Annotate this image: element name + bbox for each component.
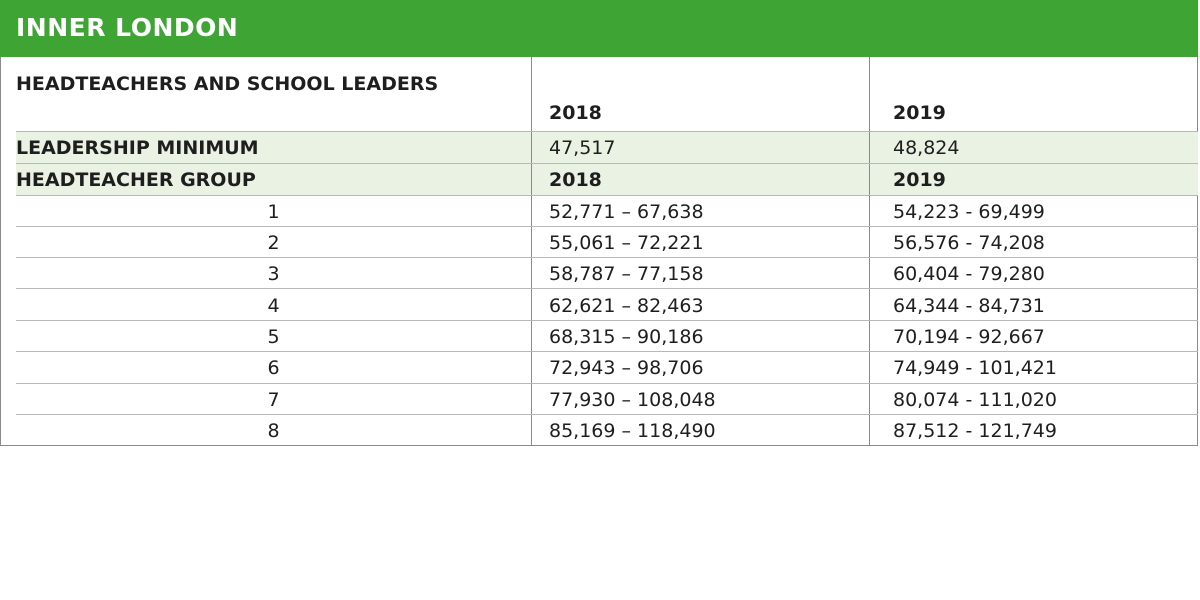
range-2018: 85,169 – 118,490 [549,420,716,442]
group-header-label: HEADTEACHER GROUP [16,169,256,191]
range-2019: 64,344 - 84,731 [893,295,1045,317]
group-header-band [16,163,1198,195]
range-2019: 54,223 - 69,499 [893,201,1045,223]
range-2018: 72,943 – 98,706 [549,357,704,379]
header-year-2019: 2019 [893,102,946,124]
row-divider [16,195,1198,196]
range-2019: 60,404 - 79,280 [893,263,1045,285]
group-number: 5 [267,326,280,348]
range-2018: 58,787 – 77,158 [549,263,704,285]
salary-table [0,0,1198,446]
group-number: 4 [267,295,280,317]
table-title: INNER LONDON [16,13,239,42]
range-2019: 74,949 - 101,421 [893,357,1057,379]
row-divider [16,414,1198,415]
row-divider [16,383,1198,384]
column-divider [531,57,532,446]
range-2019: 70,194 - 92,667 [893,326,1045,348]
leadership-minimum-label: LEADERSHIP MINIMUM [16,137,259,159]
group-number: 2 [267,232,280,254]
range-2018: 62,621 – 82,463 [549,295,704,317]
row-divider [16,226,1198,227]
group-number: 8 [267,420,280,442]
group-header-2019: 2019 [893,169,946,191]
range-2019: 80,074 - 111,020 [893,389,1057,411]
group-number: 7 [267,389,280,411]
header-year-2018: 2018 [549,102,602,124]
range-2018: 52,771 – 67,638 [549,201,704,223]
range-2018: 77,930 – 108,048 [549,389,716,411]
row-divider [16,320,1198,321]
row-divider [16,351,1198,352]
row-divider [16,163,1198,164]
title-bar: INNER LONDON [0,0,1198,57]
row-divider [16,257,1198,258]
group-number: 1 [267,201,280,223]
range-2018: 55,061 – 72,221 [549,232,704,254]
leadership-minimum-band [16,131,1198,163]
header-label: HEADTEACHERS AND SCHOOL LEADERS [16,73,439,95]
column-divider [869,57,870,446]
leadership-minimum-2019: 48,824 [893,137,960,159]
group-header-2018: 2018 [549,169,602,191]
group-number: 3 [267,263,280,285]
row-divider [16,131,1198,132]
leadership-minimum-2018: 47,517 [549,137,616,159]
range-2019: 56,576 - 74,208 [893,232,1045,254]
row-divider [16,288,1198,289]
range-2018: 68,315 – 90,186 [549,326,704,348]
group-number: 6 [267,357,280,379]
range-2019: 87,512 - 121,749 [893,420,1057,442]
